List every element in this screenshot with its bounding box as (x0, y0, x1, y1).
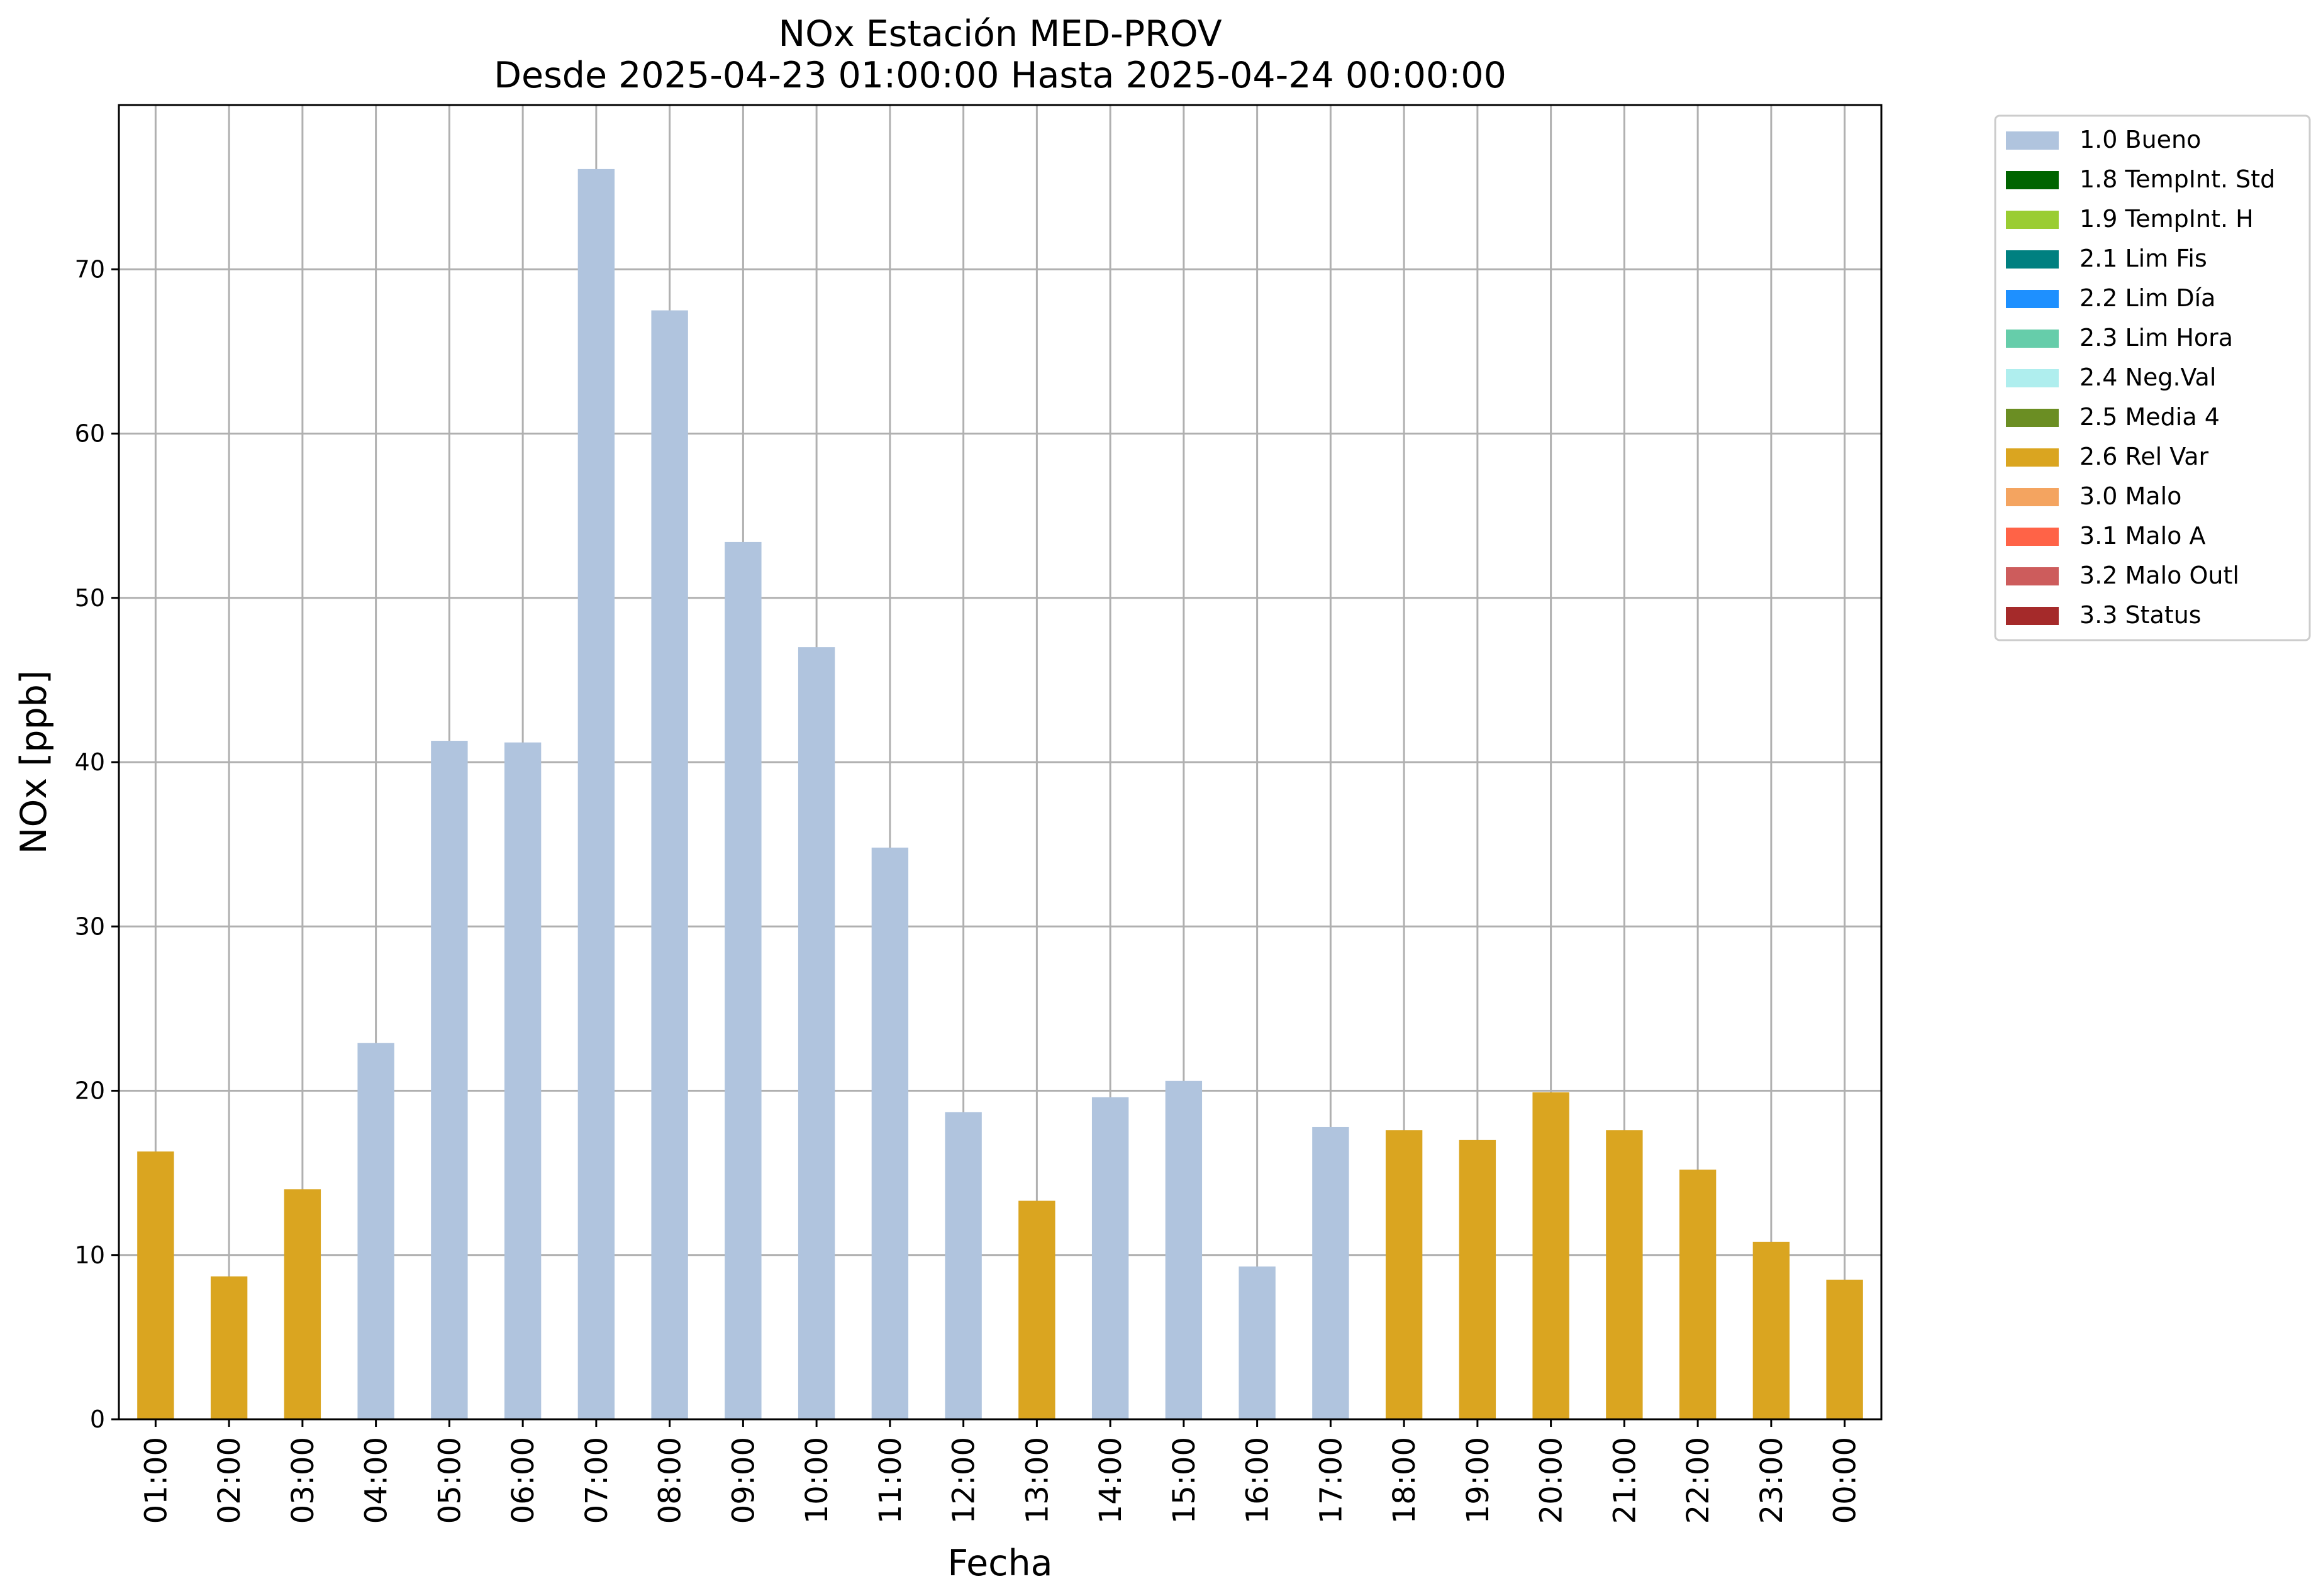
legend-label: 2.5 Media 4 (2079, 403, 2220, 431)
legend-items: 1.0 Bueno 1.8 TempInt. Std 1.9 TempInt. H 2… (2006, 126, 2275, 629)
legend-label: 2.2 Lim Día (2079, 284, 2215, 312)
bar-1000 (798, 647, 835, 1419)
bar-0900 (725, 541, 762, 1419)
legend-label: 1.9 TempInt. H (2079, 205, 2254, 233)
bar-1300 (1018, 1200, 1055, 1419)
bar-1200 (945, 1112, 982, 1419)
legend-label: 3.0 Malo (2079, 482, 2181, 510)
legend-swatch (2006, 211, 2059, 229)
legend-label: 2.3 Lim Hora (2079, 324, 2233, 352)
legend-label: 1.0 Bueno (2079, 126, 2201, 153)
x-tick-label: 07:00 (579, 1437, 615, 1524)
legend-swatch (2006, 567, 2059, 585)
bar-2200 (1679, 1169, 1717, 1419)
x-tick-label: 15:00 (1167, 1437, 1202, 1524)
y-axis: 0 10 20 30 40 50 60 70 (75, 255, 119, 1433)
y-tick-label: 30 (75, 912, 105, 940)
bar-0000 (1826, 1279, 1863, 1419)
bar-1500 (1165, 1080, 1203, 1419)
legend-swatch (2006, 448, 2059, 467)
y-tick-label: 70 (75, 255, 105, 283)
bar-0700 (577, 169, 615, 1420)
legend-box (1994, 114, 2311, 641)
legend-label: 2.6 Rel Var (2079, 443, 2209, 470)
bar-0300 (284, 1189, 321, 1419)
x-tick-label: 06:00 (506, 1437, 541, 1524)
bar-1800 (1385, 1130, 1423, 1419)
legend-label: 2.1 Lim Fis (2079, 245, 2207, 272)
x-tick-label: 01:00 (138, 1437, 174, 1524)
x-tick-label: 11:00 (873, 1437, 908, 1524)
y-tick-label: 50 (75, 584, 105, 612)
legend-swatch (2006, 607, 2059, 625)
legend-label: 3.2 Malo Outl (2079, 562, 2239, 589)
x-axis: 01:00 02:00 03:00 04:00 05:00 06:00 07:00 08:00… (138, 1419, 1863, 1524)
x-tick-label: 00:00 (1828, 1437, 1863, 1524)
bar-1700 (1312, 1126, 1349, 1419)
y-tick-label: 0 (90, 1405, 105, 1433)
x-tick-label: 10:00 (799, 1437, 835, 1524)
x-tick-label: 03:00 (286, 1437, 321, 1524)
bar-2100 (1606, 1130, 1643, 1419)
x-tick-label: 04:00 (359, 1437, 394, 1524)
x-tick-label: 08:00 (653, 1437, 688, 1524)
bar-0600 (504, 742, 542, 1419)
x-tick-label: 09:00 (726, 1437, 761, 1524)
x-tick-label: 05:00 (432, 1437, 467, 1524)
x-tick-label: 21:00 (1607, 1437, 1642, 1524)
legend-swatch (2006, 250, 2059, 269)
bars (137, 169, 1863, 1420)
x-tick-label: 14:00 (1093, 1437, 1128, 1524)
legend-swatch (2006, 369, 2059, 387)
y-tick-label: 20 (75, 1077, 105, 1105)
x-tick-label: 02:00 (212, 1437, 247, 1524)
x-tick-label: 13:00 (1020, 1437, 1055, 1524)
legend-label: 2.4 Neg.Val (2079, 363, 2216, 391)
legend-swatch (2006, 528, 2059, 546)
y-tick-label: 60 (75, 420, 105, 448)
x-tick-label: 20:00 (1534, 1437, 1569, 1524)
x-tick-label: 16:00 (1240, 1437, 1276, 1524)
legend-swatch (2006, 131, 2059, 150)
x-tick-label: 17:00 (1313, 1437, 1349, 1524)
x-tick-label: 19:00 (1461, 1437, 1496, 1524)
chart-title: NOx Estación MED-PROV (778, 13, 1222, 55)
legend-swatch (2006, 409, 2059, 427)
x-tick-label: 23:00 (1754, 1437, 1790, 1524)
chart-subtitle: Desde 2025-04-23 01:00:00 Hasta 2025-04-… (494, 55, 1506, 96)
y-axis-label: NOx [ppb] (13, 670, 55, 854)
y-tick-label: 10 (75, 1241, 105, 1269)
bar-2000 (1532, 1092, 1569, 1419)
legend-label: 3.3 Status (2079, 601, 2202, 629)
legend-label: 3.1 Malo A (2079, 522, 2205, 550)
bar-0800 (651, 310, 688, 1419)
bar-0500 (431, 741, 468, 1419)
bar-2300 (1752, 1241, 1790, 1419)
legend-swatch (2006, 488, 2059, 506)
legend-swatch (2006, 290, 2059, 308)
legend-label: 1.8 TempInt. Std (2079, 165, 2275, 193)
bar-1400 (1091, 1097, 1129, 1419)
legend: 1.0 Bueno 1.8 TempInt. Std 1.9 TempInt. H 2… (1994, 114, 2311, 641)
legend-swatch (2006, 171, 2059, 189)
legend-swatch (2006, 330, 2059, 348)
x-tick-label: 18:00 (1387, 1437, 1422, 1524)
x-axis-label: Fecha (947, 1543, 1052, 1584)
bar-1900 (1459, 1139, 1496, 1419)
bar-1100 (871, 847, 909, 1419)
bar-1600 (1239, 1266, 1276, 1419)
y-tick-label: 40 (75, 748, 105, 776)
bar-0200 (210, 1276, 248, 1419)
bar-0100 (137, 1151, 174, 1419)
x-tick-label: 12:00 (947, 1437, 982, 1524)
x-tick-label: 22:00 (1681, 1437, 1716, 1524)
bar-0400 (357, 1043, 394, 1419)
